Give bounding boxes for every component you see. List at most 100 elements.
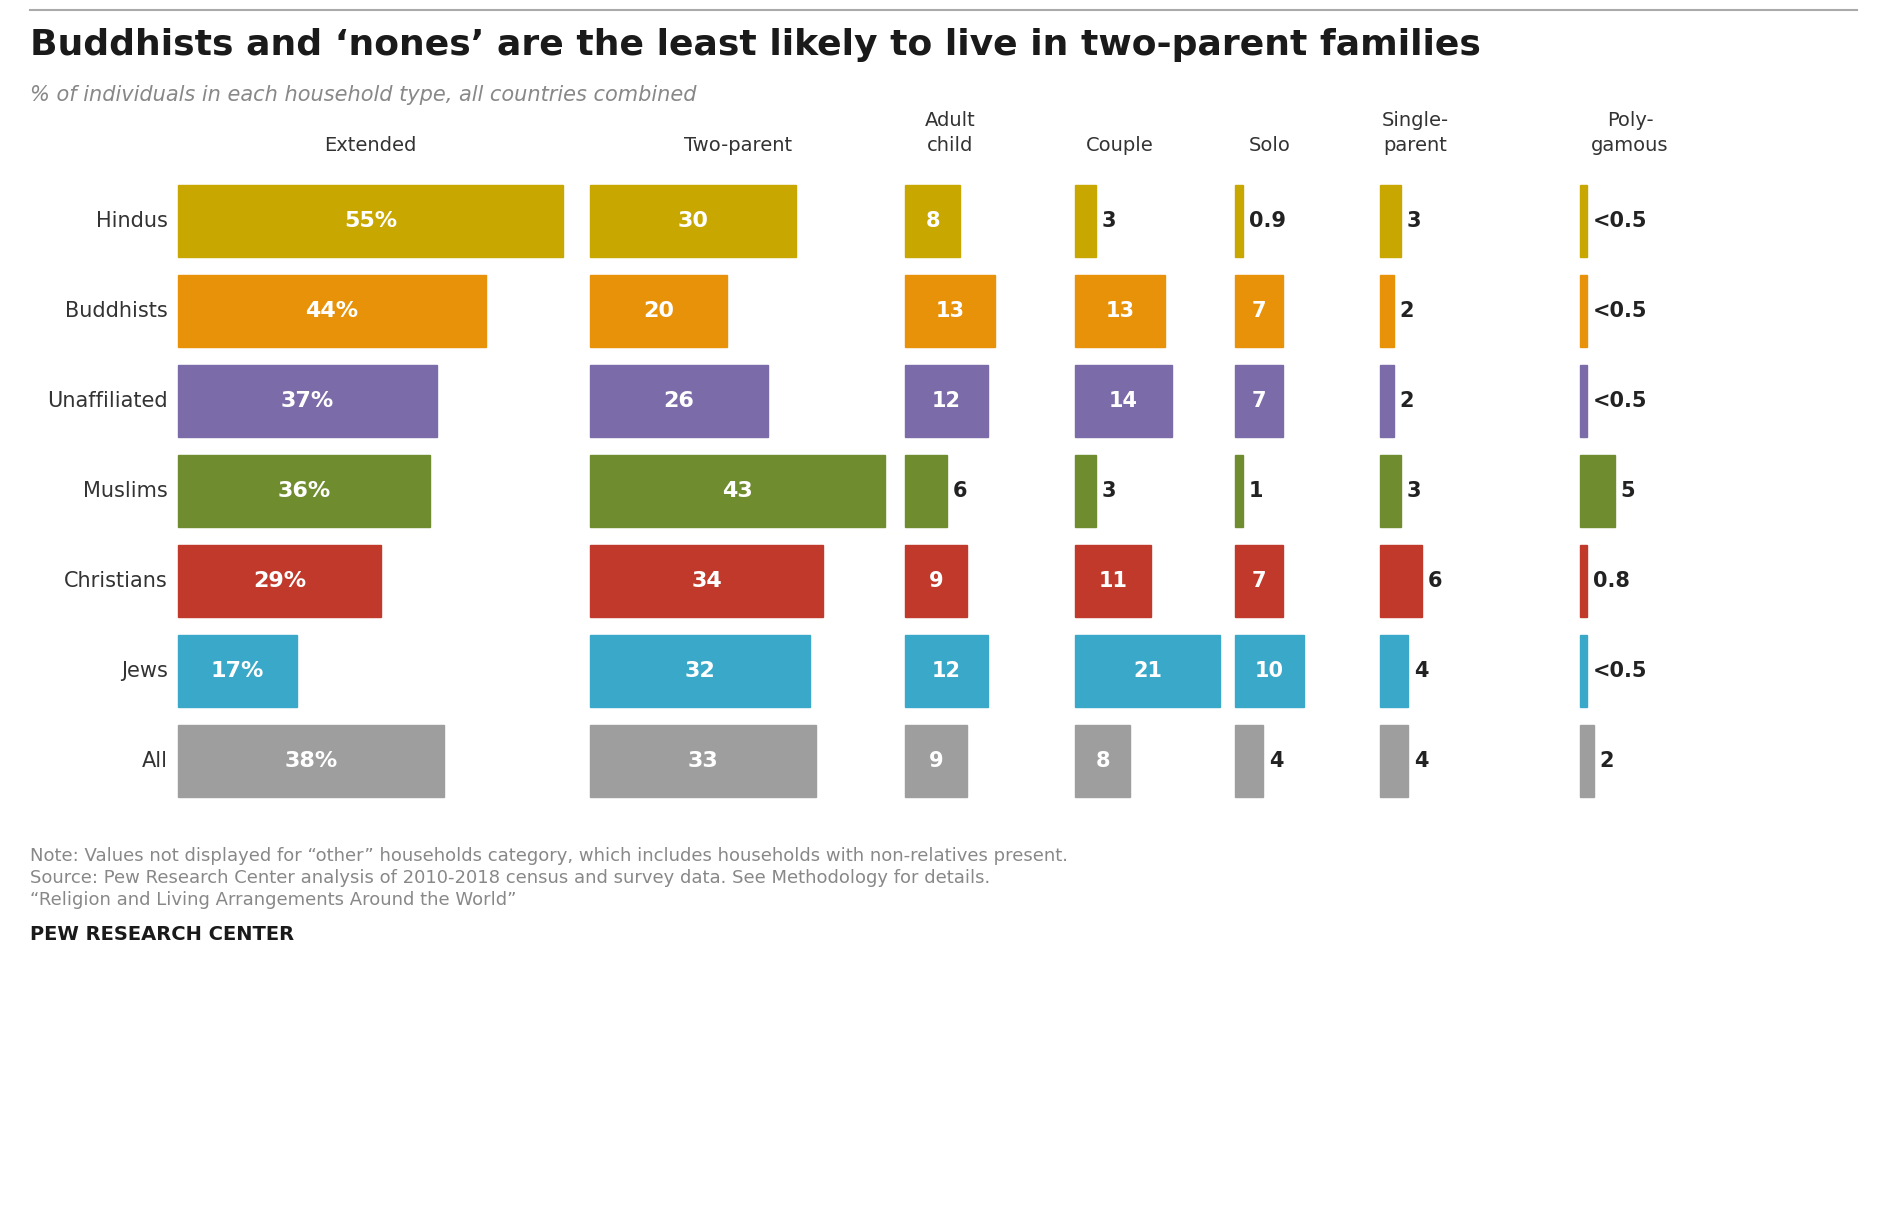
Text: 0.8: 0.8 [1593,571,1630,591]
Text: 14: 14 [1110,391,1138,411]
Bar [177,365,438,437]
Bar [1579,725,1595,797]
Bar [591,185,796,257]
Bar [906,365,989,437]
Text: Solo: Solo [1249,137,1291,155]
Text: 33: 33 [689,751,719,771]
Text: 3: 3 [1408,481,1421,501]
Bar [1579,545,1587,617]
Text: 3: 3 [1102,481,1117,501]
Text: <0.5: <0.5 [1593,211,1647,231]
Text: % of individuals in each household type, all countries combined: % of individuals in each household type,… [30,85,696,105]
Text: 43: 43 [723,481,753,501]
Text: 20: 20 [643,301,674,321]
Text: 3: 3 [1408,211,1421,231]
Text: 12: 12 [932,661,960,681]
Bar [1076,185,1096,257]
Bar [1076,455,1096,527]
Bar [177,725,443,797]
Text: 36%: 36% [277,481,330,501]
Text: 6: 6 [1428,571,1442,591]
Text: 9: 9 [928,571,944,591]
Text: Adult: Adult [925,111,976,130]
Bar [1076,635,1221,707]
Text: 4: 4 [1268,751,1283,771]
Bar [1234,365,1283,437]
Bar [177,545,381,617]
Bar [591,545,823,617]
Text: Christians: Christians [64,571,168,591]
Bar [177,635,296,707]
Text: 7: 7 [1251,301,1266,321]
Bar [1234,545,1283,617]
Text: 7: 7 [1251,571,1266,591]
Text: Couple: Couple [1087,137,1153,155]
Bar [1076,365,1172,437]
Text: 8: 8 [925,211,940,231]
Text: <0.5: <0.5 [1593,661,1647,681]
Text: 7: 7 [1251,391,1266,411]
Bar [591,725,817,797]
Bar [1379,275,1394,347]
Text: 4: 4 [1413,661,1428,681]
Text: 21: 21 [1134,661,1162,681]
Bar [1579,275,1587,347]
Bar [1234,635,1304,707]
Text: 37%: 37% [281,391,334,411]
Text: 34: 34 [691,571,723,591]
Text: <0.5: <0.5 [1593,391,1647,411]
Text: Buddhists and ‘nones’ are the least likely to live in two-parent families: Buddhists and ‘nones’ are the least like… [30,28,1481,62]
Text: 10: 10 [1255,661,1285,681]
Text: child: child [927,137,974,155]
Bar [1379,185,1400,257]
Bar [1076,725,1130,797]
Bar [1379,455,1400,527]
Bar [1234,455,1244,527]
Bar [1379,545,1421,617]
Text: 13: 13 [1106,301,1134,321]
Bar [1379,365,1394,437]
Text: Poly-: Poly- [1606,111,1653,130]
Text: 30: 30 [677,211,708,231]
Text: Two-parent: Two-parent [683,137,793,155]
Text: Single-: Single- [1381,111,1449,130]
Text: 9: 9 [928,751,944,771]
Bar [1234,725,1262,797]
Text: gamous: gamous [1591,137,1668,155]
Text: 12: 12 [932,391,960,411]
Bar [906,275,994,347]
Bar [1379,635,1408,707]
Text: 6: 6 [953,481,966,501]
Text: 8: 8 [1096,751,1110,771]
Bar [1579,185,1587,257]
Text: 29%: 29% [253,571,306,591]
Text: Buddhists: Buddhists [66,301,168,321]
Bar [1076,275,1164,347]
Text: 13: 13 [936,301,964,321]
Bar [906,635,989,707]
Bar [177,275,487,347]
Text: 5: 5 [1621,481,1636,501]
Text: 44%: 44% [306,301,359,321]
Bar [1379,725,1408,797]
Text: Hindus: Hindus [96,211,168,231]
Text: Source: Pew Research Center analysis of 2010-2018 census and survey data. See Me: Source: Pew Research Center analysis of … [30,869,991,887]
Text: 26: 26 [664,391,694,411]
Text: 32: 32 [685,661,715,681]
Bar [906,545,968,617]
Text: 11: 11 [1098,571,1128,591]
Text: All: All [142,751,168,771]
Bar [1579,365,1587,437]
Text: 1: 1 [1249,481,1264,501]
Bar [591,635,810,707]
Bar [906,455,947,527]
Text: Jews: Jews [121,661,168,681]
Bar [906,725,968,797]
Text: Muslims: Muslims [83,481,168,501]
Text: 2: 2 [1400,301,1415,321]
Text: 17%: 17% [211,661,264,681]
Text: 3: 3 [1102,211,1117,231]
Bar [591,365,768,437]
Bar [177,455,430,527]
Bar [1579,635,1587,707]
